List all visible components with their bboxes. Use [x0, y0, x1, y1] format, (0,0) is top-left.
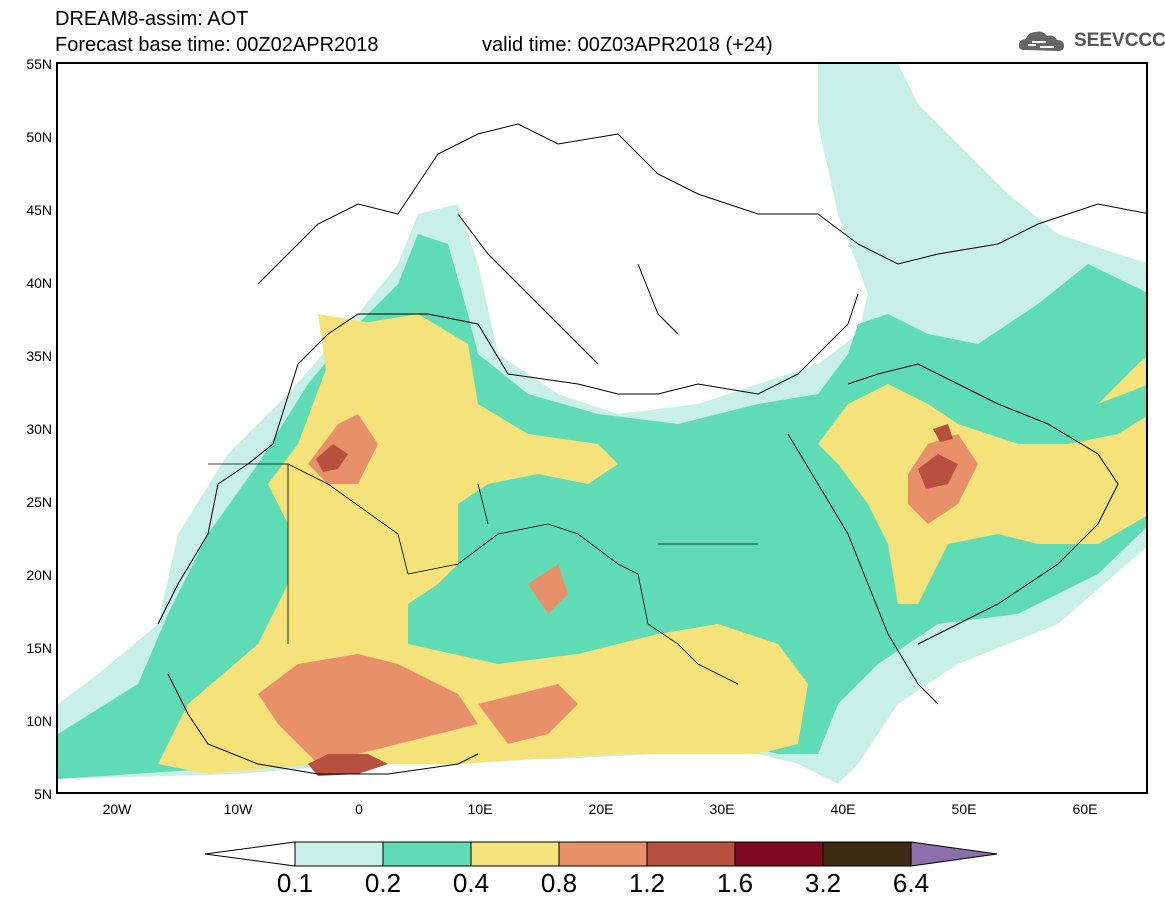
lon-label: 60E: [1072, 801, 1098, 817]
coastline: [257, 123, 1146, 285]
aot-band-0.4: [158, 314, 808, 774]
lat-label: 35N: [26, 348, 52, 364]
colorbar-segment: [822, 841, 912, 867]
lat-label: 40N: [26, 275, 52, 291]
colorbar-segment: [734, 841, 824, 867]
colorbar-label: 0.2: [364, 868, 402, 898]
colorbar-segment: [558, 841, 648, 867]
map-title: DREAM8-assim: AOT: [55, 8, 249, 30]
colorbar: [205, 841, 998, 867]
aot-band-0.4: [1098, 357, 1146, 404]
colorbar-label: 6.4: [892, 868, 930, 898]
lat-label: 5N: [34, 786, 52, 802]
colorbar-segment: [910, 841, 998, 867]
colorbar-label: 0.4: [452, 868, 490, 898]
colorbar-segment: [646, 841, 736, 867]
coastline: [787, 433, 939, 705]
aot-band-0.4: [318, 314, 398, 394]
lon-label: 30E: [709, 801, 735, 817]
valid-time: valid time: 00Z03APR2018 (+24): [482, 34, 773, 56]
aot-band-1.2: [933, 424, 953, 442]
aot-band-0.8: [478, 684, 578, 744]
lon-label: 40E: [830, 801, 856, 817]
lon-label: 10E: [467, 801, 493, 817]
lat-label: 50N: [26, 129, 52, 145]
logo-text: SEEVCCC: [1074, 30, 1165, 51]
lat-label: 20N: [26, 567, 52, 583]
seevccc-logo: SEEVCCC: [1016, 26, 1165, 56]
cloud-icon: [1018, 31, 1064, 51]
lat-label: 30N: [26, 421, 52, 437]
aot-band-0.4: [818, 384, 1146, 604]
lat-label: 15N: [26, 640, 52, 656]
lon-label: 20W: [102, 801, 132, 817]
lat-label: 25N: [26, 494, 52, 510]
coastline: [167, 673, 479, 775]
lon-label: 50E: [951, 801, 977, 817]
coastline: [247, 293, 859, 465]
lon-label: 20E: [588, 801, 614, 817]
aot-band-0.8: [528, 564, 568, 614]
map-area: [56, 62, 1148, 794]
aot-band-1.2: [316, 444, 348, 472]
coastline: [847, 363, 1119, 645]
lat-label: 10N: [26, 713, 52, 729]
lat-label: 45N: [26, 202, 52, 218]
colorbar-label: 1.6: [716, 868, 754, 898]
aot-field: [58, 64, 1146, 784]
colorbar-segment: [294, 841, 384, 867]
lon-label: 10W: [223, 801, 253, 817]
colorbar-segment: [470, 841, 560, 867]
colorbar-label: 3.2: [804, 868, 842, 898]
coastline: [457, 213, 679, 365]
aot-band-0.8: [258, 654, 478, 764]
lon-label: 0: [355, 801, 363, 817]
forecast-base-time: Forecast base time: 00Z02APR2018: [55, 34, 379, 56]
coastline: [157, 463, 249, 625]
colorbar-segment: [205, 841, 296, 867]
aot-band-1.2: [308, 754, 388, 776]
aot-band-1.2: [918, 454, 958, 489]
colorbar-label: 0.1: [276, 868, 314, 898]
colorbar-label: 0.8: [540, 868, 578, 898]
border: [208, 463, 758, 685]
colorbar-label: 1.2: [628, 868, 666, 898]
colorbar-segment: [382, 841, 472, 867]
lat-label: 55N: [26, 56, 52, 72]
